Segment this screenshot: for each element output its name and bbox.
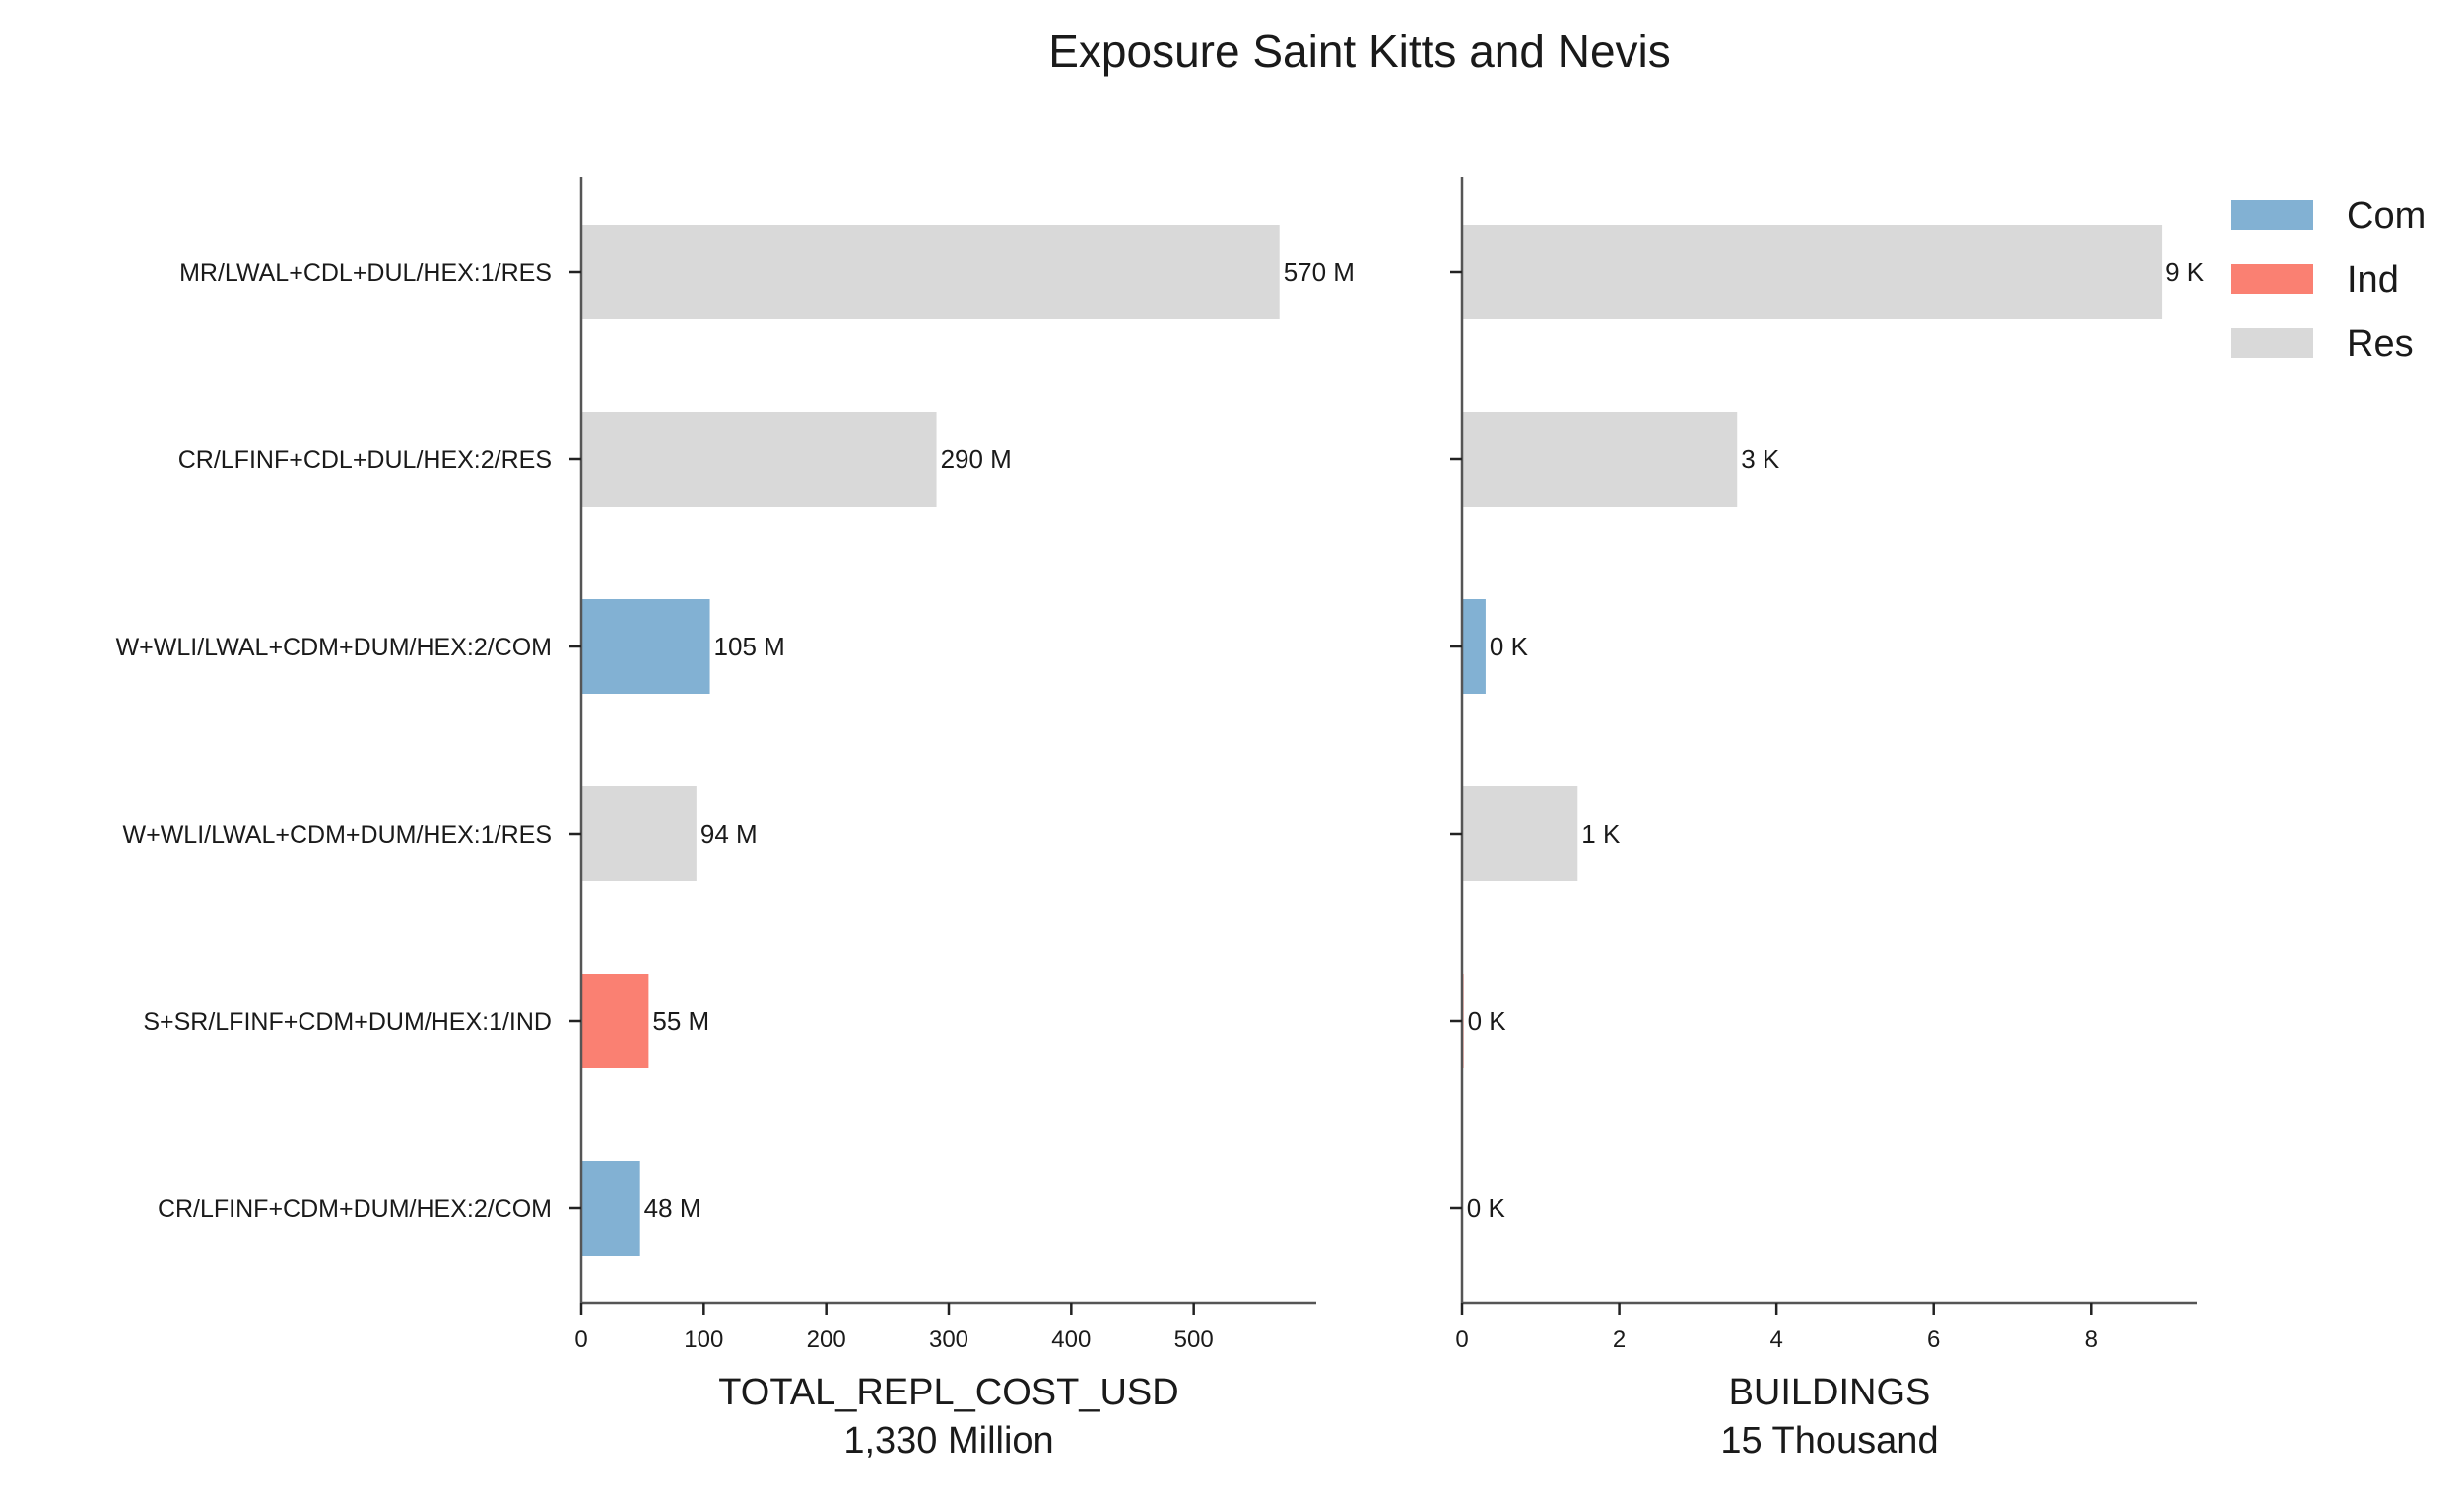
x-tick-label: 500 (1174, 1326, 1214, 1353)
x-tick-label: 8 (2085, 1326, 2098, 1353)
legend-label: Ind (2347, 259, 2399, 301)
x-tick-label: 400 (1051, 1326, 1091, 1353)
x-axis-title: BUILDINGS (1729, 1372, 1931, 1413)
bar-data-label: 94 M (700, 819, 758, 849)
x-axis-title: TOTAL_REPL_COST_USD (718, 1372, 1178, 1413)
bar-data-label: 0 K (1490, 632, 1529, 661)
legend-swatch-com (2231, 200, 2313, 230)
y-tick-label: CR/LFINF+CDL+DUL/HEX:2/RES (178, 446, 552, 474)
bar-data-label: 3 K (1741, 444, 1780, 474)
chart-title: Exposure Saint Kitts and Nevis (1048, 26, 1671, 77)
bar-res (1462, 412, 1738, 507)
bar-data-label: 105 M (714, 632, 785, 661)
x-tick-label: 4 (1769, 1326, 1782, 1353)
x-axis-subtitle: 1,330 Million (843, 1420, 1053, 1461)
bar-data-label: 55 M (652, 1006, 709, 1036)
bar-res (581, 225, 1280, 319)
bar-res (1462, 225, 2163, 319)
y-tick-label: CR/LFINF+CDM+DUM/HEX:2/COM (158, 1195, 552, 1223)
bar-res (1462, 786, 1578, 881)
x-tick-label: 300 (929, 1326, 968, 1353)
bar-data-label: 48 M (644, 1193, 701, 1223)
y-tick-label: S+SR/LFINF+CDM+DUM/HEX:1/IND (143, 1008, 552, 1036)
y-tick-label: MR/LWAL+CDL+DUL/HEX:1/RES (179, 259, 552, 287)
y-tick-label: W+WLI/LWAL+CDM+DUM/HEX:1/RES (123, 821, 553, 849)
x-tick-label: 2 (1613, 1326, 1626, 1353)
bar-data-label: 0 K (1468, 1006, 1507, 1036)
bar-com (581, 599, 710, 694)
x-tick-label: 0 (574, 1326, 587, 1353)
bar-res (581, 412, 937, 507)
x-tick-label: 0 (1455, 1326, 1468, 1353)
x-tick-label: 100 (684, 1326, 723, 1353)
x-tick-label: 200 (807, 1326, 846, 1353)
legend-swatch-ind (2231, 264, 2313, 294)
legend-swatch-res (2231, 328, 2313, 358)
bar-com (581, 1161, 640, 1256)
bar-data-label: 290 M (941, 444, 1012, 474)
bar-ind (581, 974, 649, 1068)
legend-label: Res (2347, 323, 2414, 365)
bar-data-label: 570 M (1284, 257, 1355, 287)
bar-data-label: 0 K (1467, 1193, 1506, 1223)
bar-data-label: 1 K (1581, 819, 1621, 849)
bar-data-label: 9 K (2165, 257, 2205, 287)
x-tick-label: 6 (1927, 1326, 1940, 1353)
bar-res (581, 786, 697, 881)
x-axis-subtitle: 15 Thousand (1720, 1420, 1938, 1461)
bar-com (1462, 599, 1486, 694)
legend-label: Com (2347, 195, 2426, 237)
y-tick-label: W+WLI/LWAL+CDM+DUM/HEX:2/COM (116, 634, 552, 661)
